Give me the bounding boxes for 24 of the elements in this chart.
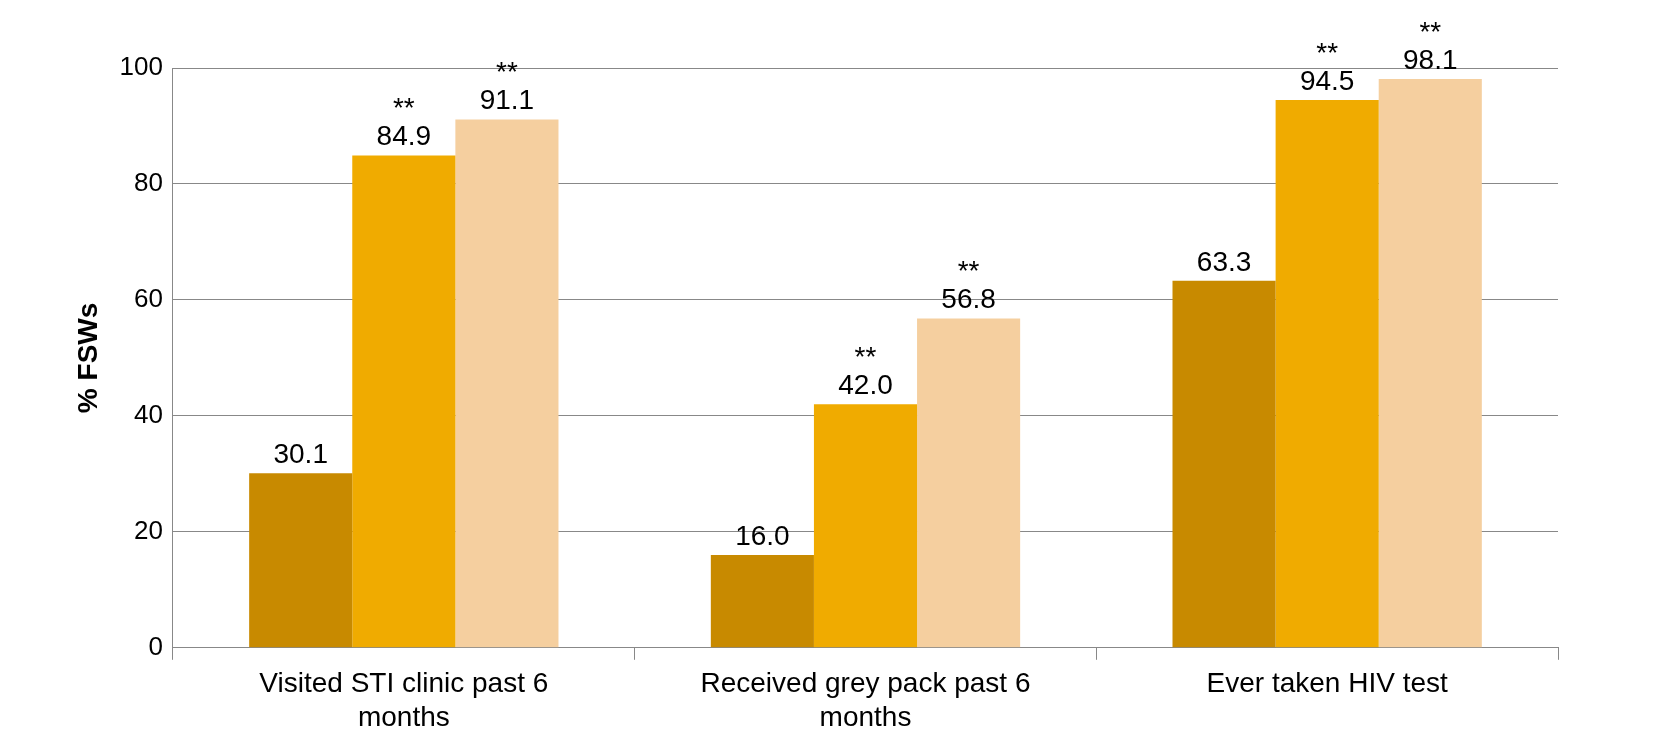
x-tick-label: Received grey pack past 6 months: [700, 667, 1031, 732]
bar: [455, 119, 559, 648]
x-tick-label: Ever taken HIV test: [1206, 667, 1448, 699]
bar: [710, 555, 814, 648]
bar: [813, 404, 918, 648]
data-label: 16.0: [735, 519, 790, 551]
x-tick-label: Visited STI clinic past 6 months: [259, 667, 549, 732]
y-tick-label: 60: [134, 283, 163, 314]
data-label: 42.0: [838, 369, 893, 400]
data-label: 63.3: [1196, 245, 1252, 277]
bar: [917, 318, 1021, 648]
bar: [1378, 79, 1482, 648]
y-tick-label: 20: [134, 515, 163, 546]
y-tick-label: 100: [119, 51, 163, 82]
bar: [1275, 99, 1379, 648]
bar: [1172, 280, 1276, 648]
bar: [352, 155, 456, 648]
annotation: **: [854, 341, 877, 372]
y-axis-title: % FSWs: [71, 302, 103, 414]
data-label: 30.1: [273, 438, 328, 469]
y-tick-label: 0: [148, 630, 163, 661]
bar: [249, 473, 353, 648]
y-tick-label: 80: [134, 167, 163, 198]
y-tick-label: 40: [134, 399, 163, 430]
